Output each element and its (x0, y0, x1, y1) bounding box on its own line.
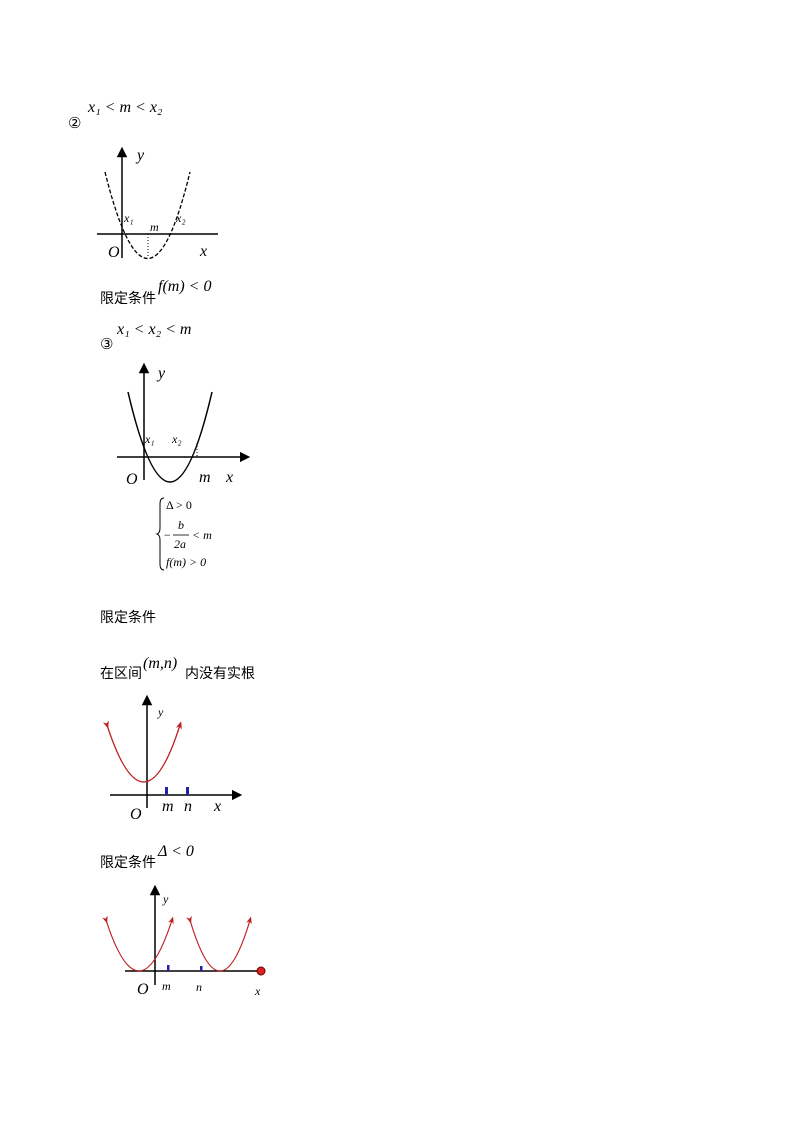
graph: y O m n x (102, 884, 266, 998)
parabola (102, 720, 182, 783)
marker: ② (68, 116, 81, 132)
label: x (254, 984, 261, 998)
label: O (137, 981, 149, 998)
label: O (130, 806, 142, 823)
label: x (225, 469, 233, 486)
label: x₁ (123, 211, 134, 225)
limit: f(m) < 0 (158, 278, 211, 295)
endpoint (256, 966, 266, 976)
label: x (199, 243, 207, 260)
parabola (127, 391, 213, 483)
graph: y O m n x (102, 694, 243, 823)
label: x₁ (144, 432, 155, 446)
label: m (199, 469, 211, 486)
suffix: 内没有实根 (185, 666, 255, 682)
line: f(m) > 0 (166, 555, 206, 569)
graph: y x₁ m x₂ O x (97, 146, 218, 261)
interval: (m,n) (143, 655, 177, 672)
label: x₂ (171, 432, 182, 446)
system: Δ > 0 − b 2a < m f(m) > 0 (155, 497, 212, 571)
label: y (156, 365, 166, 382)
parabola (104, 171, 191, 259)
denominator: 2a (174, 537, 186, 551)
label: x₂ (175, 211, 186, 225)
parabola (102, 915, 174, 972)
numerator: b (178, 518, 184, 532)
limit-label: 限定条件 (100, 854, 156, 871)
limit-label: 限定条件 (100, 609, 156, 626)
line: Δ > 0 (166, 498, 192, 512)
label: m (150, 220, 159, 234)
tick (165, 787, 168, 795)
relation: < m (192, 528, 212, 542)
sign: − (164, 528, 171, 542)
label: y (135, 147, 145, 164)
label: O (126, 471, 138, 488)
label: x (213, 798, 221, 815)
graph: y x₁ x₂ O m x (117, 362, 251, 488)
brace (155, 497, 165, 571)
label: y (157, 705, 164, 719)
tick (167, 965, 170, 971)
label: n (196, 980, 202, 994)
condition: x₁ < m < x₂ (87, 99, 163, 116)
condition: x₁ < x₂ < m (116, 321, 191, 338)
label: n (184, 798, 192, 815)
limit: Δ < 0 (157, 843, 194, 860)
tick (186, 787, 189, 795)
label: y (162, 892, 169, 906)
parabola (186, 915, 252, 972)
label: m (162, 798, 174, 815)
label: m (162, 979, 171, 993)
tick (200, 966, 203, 971)
marker: ③ (100, 337, 113, 353)
prefix: 在区间 (100, 666, 142, 682)
limit-label: 限定条件 (100, 290, 156, 307)
label: O (108, 244, 120, 261)
